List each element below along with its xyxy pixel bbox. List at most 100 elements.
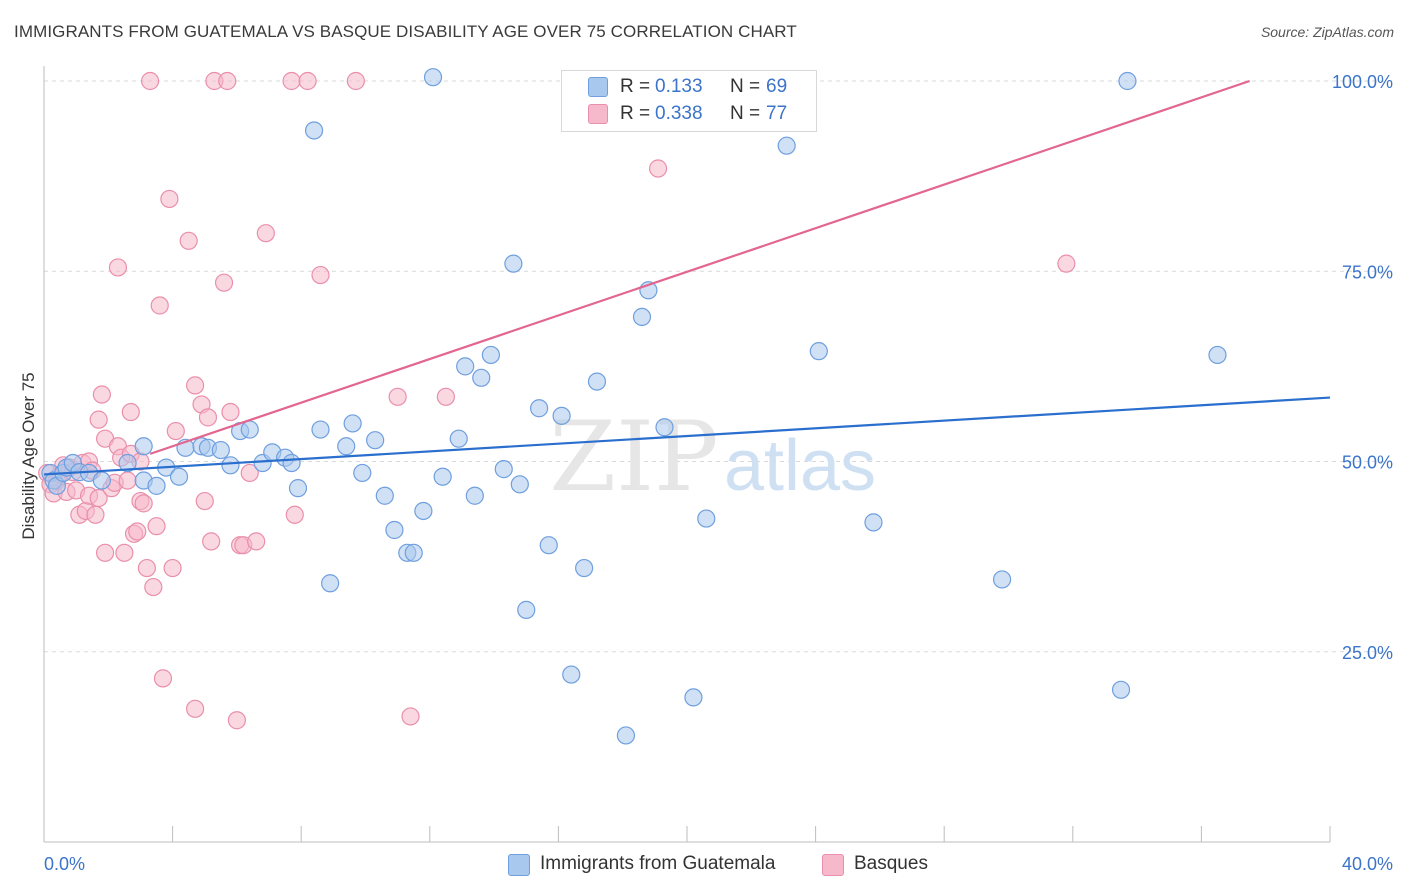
basques-point xyxy=(153,669,173,688)
basques-point xyxy=(186,376,205,395)
guatemala-point xyxy=(632,307,652,327)
x-tick-label-max: 40.0% xyxy=(1342,854,1393,874)
basques-point xyxy=(118,471,137,490)
watermark-atlas: atlas xyxy=(724,426,876,506)
guatemala-point xyxy=(169,467,189,486)
basques-point xyxy=(121,402,140,422)
y-axis-title: Disability Age Over 75 xyxy=(19,372,38,539)
basques-point xyxy=(86,505,105,524)
basques-point xyxy=(436,387,455,406)
axes xyxy=(43,66,1331,843)
guatemala-point xyxy=(992,570,1012,589)
basques-point xyxy=(218,71,237,91)
guatemala-point xyxy=(353,463,372,483)
legend-n-label: N = xyxy=(730,76,761,97)
basques-point xyxy=(150,296,169,315)
legend-r-value: 0.133 xyxy=(655,76,703,97)
guatemala-point xyxy=(510,475,529,494)
basques-point xyxy=(247,532,266,551)
y-tick-label: 75.0% xyxy=(1342,262,1393,282)
correlation-legend: R = 0.133 N = 69 R = 0.338 N = 77 xyxy=(561,70,817,132)
basques-point xyxy=(1057,254,1076,273)
guatemala-point xyxy=(575,558,594,578)
basques-point xyxy=(89,410,108,429)
basques-point xyxy=(166,421,185,441)
axis-labels: 25.0% 50.0% 75.0% 100.0% 0.0% 40.0% Disability… xyxy=(19,72,1393,874)
guatemala-point xyxy=(321,574,340,593)
guatemala-point xyxy=(539,536,558,555)
guatemala-point xyxy=(311,420,330,439)
guatemala-point xyxy=(517,600,536,619)
guatemala-point xyxy=(282,453,301,473)
basques-point xyxy=(108,258,128,277)
basques-point xyxy=(240,463,259,483)
bottom-legend-label-basques: Basques xyxy=(854,853,928,874)
guatemala-point xyxy=(864,513,883,532)
guatemala-point xyxy=(1208,345,1227,365)
basques-point xyxy=(89,488,108,508)
chart-title: IMMIGRANTS FROM GUATEMALA VS BASQUE DISA… xyxy=(14,22,797,41)
y-tick-label: 100.0% xyxy=(1332,72,1393,92)
legend-swatch-guatemala xyxy=(588,77,608,97)
guatemala-point xyxy=(481,345,500,365)
y-tick-label: 50.0% xyxy=(1342,453,1393,473)
guatemala-point xyxy=(304,121,324,140)
basques-point xyxy=(648,159,668,178)
guatemala-point xyxy=(616,726,636,745)
guatemala-point xyxy=(494,460,513,479)
basques-point xyxy=(285,505,304,524)
basques-point xyxy=(202,532,221,551)
source-label: Source: ZipAtlas.com xyxy=(1260,24,1394,40)
guatemala-point xyxy=(423,68,443,87)
basques-point xyxy=(186,699,205,718)
basques-point xyxy=(128,522,147,541)
guatemala-point xyxy=(465,486,484,505)
basques-point xyxy=(115,543,134,562)
basques-point xyxy=(147,517,166,536)
basques-point xyxy=(298,71,317,91)
guatemala-point xyxy=(1118,71,1137,91)
basques-point xyxy=(195,491,214,511)
guatemala-point xyxy=(343,414,362,433)
basques-point xyxy=(214,273,234,292)
guatemala-point xyxy=(562,665,581,684)
legend-n-label: N = xyxy=(730,103,761,124)
bottom-legend-label-guatemala: Immigrants from Guatemala xyxy=(540,853,776,874)
guatemala-point xyxy=(472,368,491,387)
watermark: ZIP atlas xyxy=(549,401,876,513)
basques-point xyxy=(227,711,246,730)
legend-r-label: R = xyxy=(620,76,651,97)
basques-point xyxy=(144,577,163,597)
basques-point xyxy=(92,385,111,404)
guatemala-point xyxy=(655,418,674,437)
guatemala-point xyxy=(684,688,703,707)
trend-lines xyxy=(43,79,1331,476)
basques-point xyxy=(311,265,330,285)
basques-point xyxy=(401,707,420,726)
guatemala-point xyxy=(92,471,111,490)
guatemala-point xyxy=(147,476,166,495)
guatemala-point xyxy=(385,520,404,540)
guatemala-point xyxy=(697,509,716,528)
basques-point xyxy=(163,558,182,578)
basques-point xyxy=(137,558,156,578)
basques-point xyxy=(140,71,160,91)
guatemala-point xyxy=(288,479,308,498)
basques-point xyxy=(198,408,218,427)
basques-trend-line xyxy=(149,79,1250,455)
basques-point xyxy=(179,231,198,250)
x-tick-label-min: 0.0% xyxy=(44,854,85,874)
basques-point xyxy=(256,224,275,243)
guatemala-point xyxy=(211,440,230,460)
guatemala-point xyxy=(504,254,523,273)
basques-point xyxy=(346,71,365,91)
legend-swatch-basques xyxy=(588,104,608,124)
guatemala-point xyxy=(456,357,475,376)
legend-r-value: 0.338 xyxy=(655,103,703,124)
guatemala-point xyxy=(1111,680,1131,699)
guatemala-point xyxy=(404,543,423,562)
guatemala-point xyxy=(777,136,796,155)
bottom-legend-swatch-basques xyxy=(822,854,844,876)
guatemala-point xyxy=(530,399,549,418)
